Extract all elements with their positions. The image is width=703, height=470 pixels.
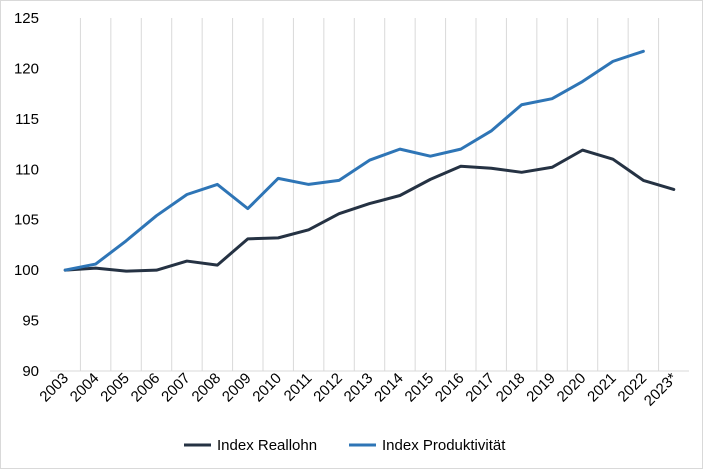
- x-tick-label: 2015: [402, 370, 438, 406]
- x-tick-label: 2012: [310, 370, 346, 406]
- y-tick-label: 90: [22, 363, 39, 380]
- y-tick-label: 100: [14, 262, 39, 279]
- x-tick-label: 2017: [462, 370, 498, 406]
- legend-label-reallohn: Index Reallohn: [217, 437, 317, 454]
- x-tick-label: 2008: [189, 370, 225, 406]
- y-tick-label: 115: [15, 111, 39, 128]
- x-tick-label: 2003: [36, 370, 72, 406]
- x-tick-label: 2021: [584, 370, 620, 406]
- x-tick-label: 2014: [371, 370, 407, 406]
- x-axis-ticks: 2003200420052006200720082009201020112012…: [36, 370, 680, 410]
- x-tick-label: 2011: [281, 370, 316, 405]
- y-tick-label: 125: [14, 10, 39, 27]
- legend: Index Reallohn Index Produktivität: [184, 437, 506, 454]
- x-tick-label: 2010: [249, 370, 285, 406]
- grid-lines: [79, 18, 660, 371]
- y-axis-ticks: 90 95 100 105 110 115 120 125: [14, 10, 39, 380]
- y-tick-label: 105: [14, 212, 39, 229]
- series-line-reallohn: [63, 148, 676, 273]
- series-lines: [63, 49, 676, 273]
- x-tick-label: 2016: [432, 370, 468, 406]
- x-tick-label: 2013: [341, 370, 377, 406]
- x-tick-label: 2007: [158, 370, 194, 406]
- x-tick-label: 2009: [219, 370, 255, 406]
- x-tick-label: 2023*: [641, 370, 681, 410]
- x-tick-label: 2004: [67, 370, 103, 406]
- series-line-produktivitaet: [63, 49, 645, 272]
- x-tick-label: 2019: [523, 370, 559, 406]
- y-tick-label: 110: [15, 161, 39, 178]
- x-tick-label: 2020: [554, 370, 590, 406]
- x-tick-label: 2005: [97, 370, 133, 406]
- y-tick-label: 120: [14, 60, 39, 77]
- legend-label-produktivitaet: Index Produktivität: [382, 437, 506, 454]
- x-tick-label: 2006: [128, 370, 164, 406]
- x-tick-label: 2018: [493, 370, 529, 406]
- y-tick-label: 95: [22, 313, 39, 330]
